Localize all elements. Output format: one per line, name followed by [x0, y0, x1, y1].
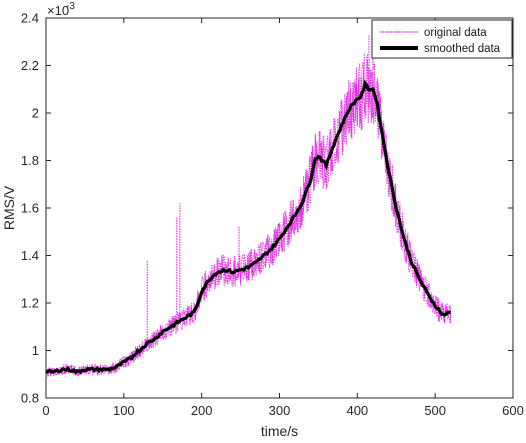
y-exponent: ×10 -3: [47, 1, 75, 18]
legend-label-smoothed: smoothed data: [424, 43, 501, 55]
x-tick-label: 500: [424, 403, 446, 418]
legend-label-original: original data: [424, 27, 487, 39]
y-tick-label: 1.4: [21, 248, 39, 263]
x-tick-label: 100: [113, 403, 135, 418]
plot-area: [46, 18, 513, 398]
y-tick-label: 1.6: [21, 201, 39, 216]
y-tick-label: 2.4: [21, 11, 39, 26]
y-exponent-base: ×10: [47, 3, 69, 18]
series-layer: [45, 34, 452, 378]
y-tick-label: 1: [32, 343, 39, 358]
x-tick-label: 0: [42, 403, 49, 418]
x-axis-label: time/s: [261, 423, 298, 439]
x-tick-label: 400: [346, 403, 368, 418]
y-axis-label: RMS/V: [1, 185, 17, 230]
y-tick-label: 1.2: [21, 296, 39, 311]
x-tick-label: 300: [269, 403, 291, 418]
y-exponent-power: -3: [66, 1, 75, 12]
x-tick-label: 600: [502, 403, 524, 418]
y-tick-label: 0.8: [21, 391, 39, 406]
legend-box: [371, 19, 513, 59]
y-tick-label: 2: [32, 106, 39, 121]
y-tick-label: 2.2: [21, 58, 39, 73]
ticks-layer: 0 100 200 300 400 500 600 0.8 1 1.2 1.4 1.6 1.8 2 2.2 2…: [21, 11, 524, 419]
x-tick-label: 200: [191, 403, 213, 418]
y-tick-label: 1.8: [21, 153, 39, 168]
smoothed-data-line: [45, 79, 451, 375]
legend: original data smoothed data: [371, 19, 513, 59]
